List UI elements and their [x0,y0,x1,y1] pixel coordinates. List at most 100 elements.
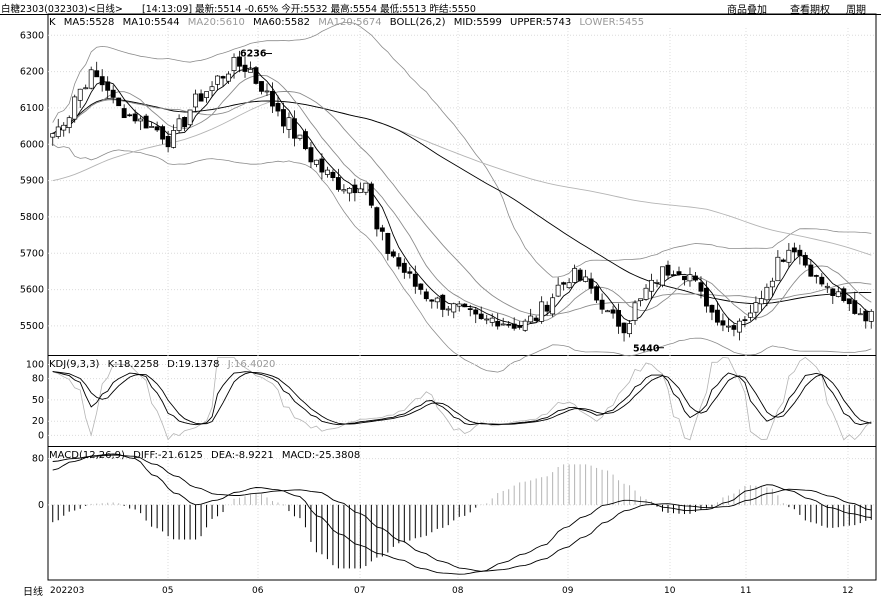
candle-body [495,320,501,327]
candle-body [187,109,193,126]
candle-body [698,282,704,292]
candle-body [55,126,61,137]
candle-body [259,81,264,92]
candle-body [50,133,56,138]
candle-body [303,131,308,150]
candle-body [813,275,819,277]
candle-body [445,308,451,311]
macd-tick-label: 0 [38,500,44,511]
candle-body [660,266,665,286]
kdj-j-value: J:16.4020 [227,359,276,370]
candle-body [846,298,852,305]
candle-body [539,301,545,322]
candle-body [313,159,319,165]
kdj-tick-label: 50 [32,395,44,406]
candle-body [335,177,341,190]
low-label: 最低 [380,4,400,15]
price-tick-label: 5500 [20,321,44,332]
candle-body [511,323,517,329]
candle-body [94,70,100,78]
candle-body [99,76,105,86]
overlay-button[interactable]: 商品叠加 [727,5,767,16]
candle-body [253,67,259,84]
kdj-tick-label: 0 [38,430,44,441]
ma20-label: MA20:5610 [187,17,245,28]
candle-body [401,262,407,273]
candle-body [429,299,435,302]
x-tick-label: 07 [354,586,365,595]
macd-name: MACD(12,26,9) [49,450,125,461]
candle-body [747,312,753,318]
price-tick-label: 5800 [20,212,44,223]
symbol-label: 白糖2303(032303)<日线> [1,4,123,15]
candle-body [357,188,363,193]
candle-body [736,320,742,333]
candle-body [835,291,841,297]
candle-body [198,93,204,102]
macd-dea-value: DEA:-8.9221 [211,450,274,461]
candle-body [407,271,413,274]
ma5-line [52,67,872,327]
candle-body [682,275,687,281]
period-button[interactable]: 周期 [846,5,866,16]
candle-body [61,124,67,131]
candle-body [346,187,352,194]
latest-value: 5514 [217,4,242,15]
high-label: 最高 [330,4,350,15]
candle-body [808,264,814,277]
candle-body [489,317,495,323]
candle-body [484,318,490,321]
ma5-label: MA5:5528 [63,17,115,28]
candle-body [572,268,578,283]
candle-body [627,323,632,335]
candle-body [742,319,748,322]
candle-body [704,287,709,307]
candle-body [275,102,281,112]
candle-body [676,271,682,275]
view-options-button[interactable]: 查看期权 [790,5,830,16]
boll-label: BOLL(26,2) [389,17,446,28]
candle-body [319,158,325,173]
ma120-label: MA120:5674 [318,17,382,28]
price-tick-label: 6300 [20,30,44,41]
kdj-tick-label: 80 [32,374,44,385]
candle-body [863,310,869,322]
candle-body [775,256,781,282]
candle-body [687,274,693,282]
candle-body [500,323,506,326]
candle-body [286,117,292,130]
ma20-line [52,91,872,317]
candle-body [522,320,528,331]
candle-body [281,109,286,127]
candle-body [451,303,457,313]
price-tick-label: 5900 [20,176,44,187]
candle-body [237,56,242,67]
candle-body [753,302,759,313]
candle-body [308,147,314,163]
quote-header: 白糖2303(032303)<日线> [1,1,123,15]
candle-body [231,56,237,71]
macd-tick-label: 80 [32,454,44,465]
candle-body [462,303,468,308]
price-tick-label: 6100 [20,103,44,114]
price-tick-label: 6200 [20,67,44,78]
quote-time: [14:13:09] [142,4,193,15]
candle-body [517,325,523,328]
candle-body [632,302,638,321]
boll-upper-line [52,21,872,278]
candle-body [385,232,391,254]
period-footer: 日线 [23,587,43,598]
candle-body [528,315,534,323]
candle-body [478,313,484,320]
candle-body [193,93,199,108]
candle-body [665,264,671,276]
candle-body [264,90,270,93]
candle-body [506,323,512,326]
high-annotation: 6236 [240,49,267,60]
x-tick-label: 08 [452,586,464,595]
candle-body [583,276,589,282]
boll-mid-label: MID:5599 [453,17,502,28]
candle-body [204,91,209,98]
x-tick-label: 11 [740,586,751,595]
ma120-line [52,100,872,256]
